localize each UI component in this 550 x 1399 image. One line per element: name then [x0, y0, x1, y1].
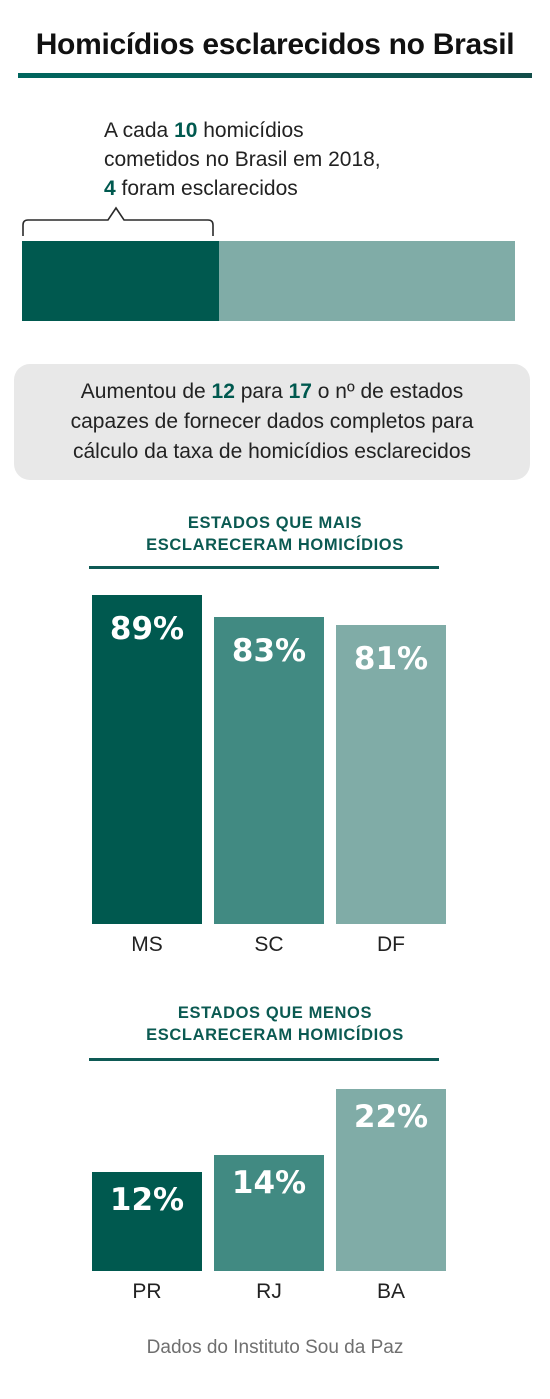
bar-value-label: 83% [231, 633, 307, 670]
note-number-1: 12 [211, 380, 235, 403]
chart-bottom-title: ESTADOS QUE MENOS ESCLARECERAM HOMICÍDIO… [0, 1002, 550, 1046]
category-label: DF [377, 933, 405, 956]
source-note: Dados do Instituto Sou da Paz [146, 1337, 404, 1358]
note-text-2: para [234, 380, 289, 403]
chart-top-title-line2: ESCLARECERAM HOMICÍDIOS [146, 536, 404, 554]
category-label: BA [376, 1280, 405, 1303]
intro-line2: cometidos no Brasil em 2018, [104, 148, 381, 171]
bar-value-label: 12% [109, 1181, 185, 1218]
intro-line3-post: foram esclarecidos [115, 177, 298, 200]
intro-line1-post: homicídios [197, 119, 304, 142]
note-line2: capazes de fornecer dados completos para [70, 410, 474, 433]
bar-rj: 14% [214, 1155, 324, 1271]
ratio-bar-fill [22, 241, 220, 321]
intro-total-number: 10 [174, 119, 198, 142]
intro-text: A cada 10 homicídios cometidos no Brasil… [104, 116, 381, 203]
note-number-2: 17 [288, 380, 312, 403]
intro-solved-number: 4 [104, 177, 116, 200]
note-text-1: Aumentou de [80, 380, 212, 403]
intro-line1-pre: A cada [104, 119, 175, 142]
chart-bottom-rule [89, 1058, 439, 1061]
bar-value-label: 89% [109, 611, 185, 647]
chart-bottom-title-line1: ESTADOS QUE MENOS [177, 1004, 373, 1022]
category-label: PR [132, 1280, 162, 1303]
category-label: SC [254, 933, 284, 956]
bar-pr: 12% [92, 1171, 202, 1271]
note-text-3: o nº de estados [311, 380, 464, 403]
category-label: RJ [256, 1280, 282, 1303]
info-box: Aumentou de 12 para 17 o nº de estados c… [14, 364, 530, 480]
bar-df: 81% [336, 624, 446, 924]
ratio-bar [22, 241, 515, 321]
chart-top-rule [89, 566, 439, 569]
bar-value-label: 81% [353, 640, 429, 677]
bar-ba: 22% [336, 1089, 446, 1271]
note-line3: cálculo da taxa de homicídios esclarecid… [72, 440, 472, 463]
chart-top-title: ESTADOS QUE MAIS ESCLARECERAM HOMICÍDIOS [0, 512, 550, 556]
bar-value-label: 14% [231, 1165, 307, 1202]
bar-sc: 83% [214, 617, 324, 924]
bar-ms: 89% [92, 595, 202, 924]
page-title: Homicídios esclarecidos no Brasil [35, 28, 515, 61]
chart-bottom-title-line2: ESCLARECERAM HOMICÍDIOS [146, 1026, 404, 1044]
brace-icon [22, 206, 214, 236]
chart-top-title-line1: ESTADOS QUE MAIS [187, 514, 363, 532]
bar-value-label: 22% [353, 1099, 429, 1135]
category-label: MS [131, 933, 163, 956]
title-underline [18, 73, 532, 78]
